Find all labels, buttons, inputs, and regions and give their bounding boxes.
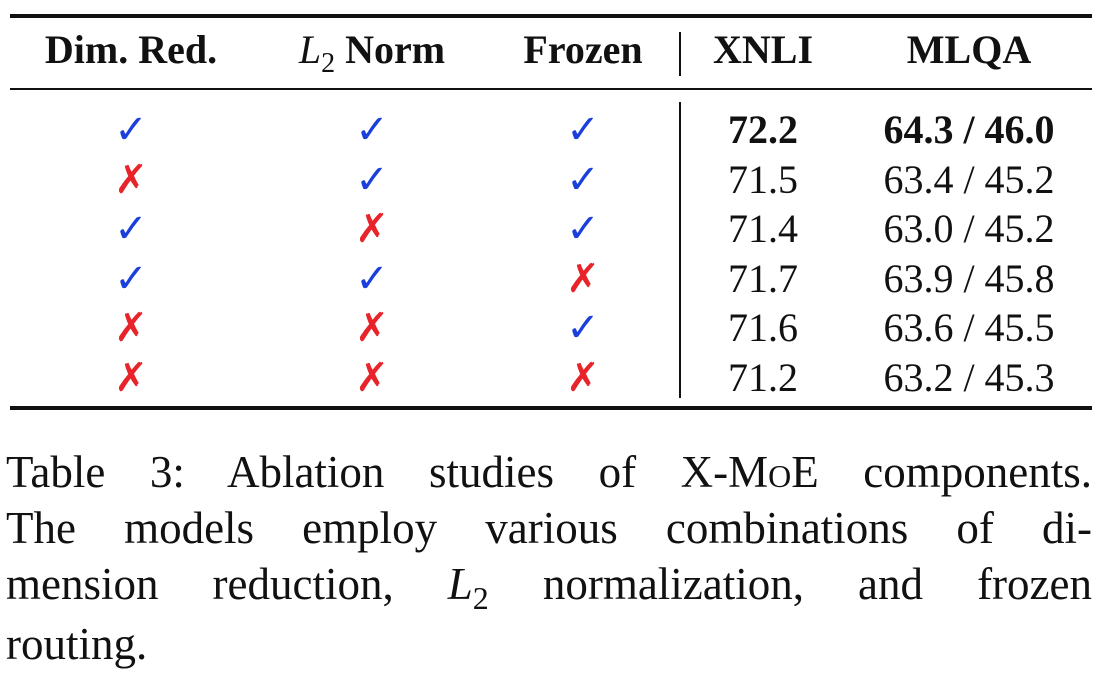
cell-xnli: 71.4 [728,206,798,251]
caption-l2-symbol: L [447,559,473,609]
cell-xnli: 71.5 [728,156,798,202]
cross-mark-icon: ✗ [114,354,148,401]
cell-xnli: 71.2 [728,354,798,400]
caption-moe: MoE [728,447,819,497]
cell-frozen: ✓ [506,304,660,352]
check-mark-icon: ✓ [114,107,148,153]
cross-mark-icon: ✗ [566,354,600,401]
check-mark-icon: ✓ [355,107,389,153]
cell-dim-red: ✗ [24,304,238,352]
cell-frozen: ✗ [506,255,660,303]
cell-mlqa: 64.3 / 46.0 [883,107,1055,152]
check-mark-icon: ✓ [566,305,600,351]
cell-frozen: ✗ [506,354,660,402]
cell-mlqa: 63.4 / 45.2 [883,156,1055,202]
caption-line-3-text: mension reduction, [6,559,448,609]
cell-dim-red: ✗ [24,354,238,402]
check-mark-icon: ✓ [566,156,600,203]
cell-frozen: ✓ [506,205,660,253]
cell-dim-red: ✗ [24,156,238,204]
caption-line-3: mension reduction, L2 normalization, and… [6,556,1092,616]
body-column-divider [679,102,681,398]
table-bottom-rule [10,406,1092,410]
header-dim-red: Dim. Red. [44,27,218,72]
cell-l2-norm: ✓ [278,106,466,154]
check-mark-icon: ✓ [355,255,389,302]
check-mark-icon: ✓ [566,107,600,153]
header-l2-norm: L2 Norm [278,26,466,79]
header-column-divider [679,32,681,76]
cell-dim-red: ✓ [24,255,238,303]
cross-mark-icon: ✗ [355,354,389,401]
header-xnli: XNLI [712,27,814,72]
cell-dim-red: ✓ [24,205,238,253]
caption-line-1: Table 3: Ablation studies of X-MoE compo… [6,444,1092,500]
cross-mark-icon: ✗ [114,305,148,351]
cell-xnli: 72.2 [728,107,798,152]
cross-mark-icon: ✗ [566,255,600,302]
cell-xnli: 71.7 [728,255,798,301]
check-mark-icon: ✓ [114,206,148,252]
cell-mlqa: 63.9 / 45.8 [883,255,1055,301]
check-mark-icon: ✓ [355,156,389,203]
cell-mlqa: 63.2 / 45.3 [883,354,1055,400]
header-l2-word: Norm [345,27,446,72]
cell-dim-red: ✓ [24,106,238,154]
caption-line-3-end: normalization, and frozen [488,559,1092,609]
check-mark-icon: ✓ [566,206,600,252]
cell-xnli: 71.6 [728,305,798,350]
cell-mlqa: 63.0 / 45.2 [883,206,1055,251]
cell-mlqa: 63.6 / 45.5 [883,305,1055,350]
cell-frozen: ✓ [506,106,660,154]
header-l2-subscript: 2 [321,48,336,79]
table-mid-rule [10,88,1092,90]
table-top-rule [10,14,1092,18]
cell-l2-norm: ✗ [278,354,466,402]
caption-line-1-text: Table 3: Ablation studies of X- [6,447,729,497]
cell-l2-norm: ✓ [278,156,466,204]
header-frozen: Frozen [523,27,643,72]
caption-line-2: The models employ various combinations o… [6,503,1092,553]
cross-mark-icon: ✗ [355,305,389,351]
cross-mark-icon: ✗ [114,156,148,203]
cell-l2-norm: ✓ [278,255,466,303]
cell-l2-norm: ✗ [278,304,466,352]
cell-frozen: ✓ [506,156,660,204]
cell-l2-norm: ✗ [278,205,466,253]
ablation-table: Dim. Red. L2 Norm Frozen XNLI MLQA ✓ ✓ ✓ 72… [10,14,1092,410]
header-l2-symbol: L [298,27,322,72]
table-caption: Table 3: Ablation studies of X-MoE compo… [6,444,1092,672]
caption-line-1-end: components. [818,447,1092,497]
header-mlqa: MLQA [906,27,1032,72]
caption-line-4: routing. [6,619,148,669]
caption-l2-subscript: 2 [472,580,489,616]
check-mark-icon: ✓ [114,255,148,302]
cross-mark-icon: ✗ [355,206,389,252]
